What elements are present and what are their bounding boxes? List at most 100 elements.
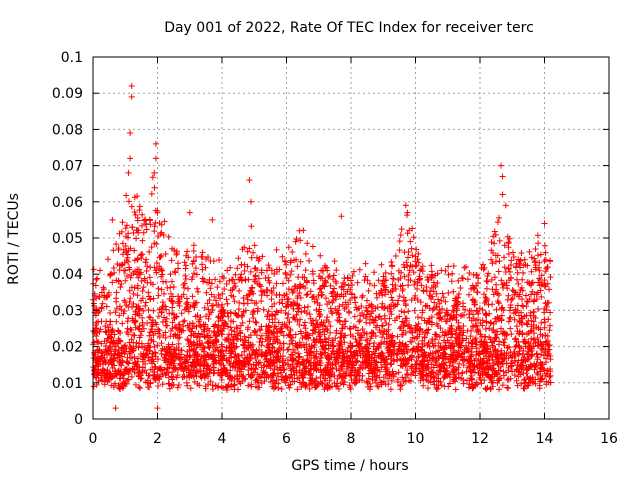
data-point: [394, 333, 401, 340]
data-point: [496, 237, 503, 244]
data-point: [117, 358, 124, 365]
data-point: [322, 295, 329, 302]
data-point: [501, 264, 508, 271]
data-point: [327, 361, 334, 368]
data-point: [415, 354, 422, 361]
data-point: [128, 373, 135, 380]
data-point: [181, 354, 188, 361]
data-point: [195, 288, 202, 295]
data-point: [220, 306, 227, 313]
data-point: [191, 270, 198, 277]
data-point: [173, 314, 180, 321]
data-point: [371, 354, 378, 361]
data-point: [419, 307, 426, 314]
data-point: [127, 348, 134, 355]
data-point: [409, 363, 416, 370]
data-point: [470, 296, 477, 303]
data-point: [151, 343, 158, 350]
data-point: [541, 258, 548, 265]
data-point: [168, 327, 175, 334]
data-point: [120, 246, 127, 253]
data-point: [281, 366, 288, 373]
data-point: [273, 333, 280, 340]
data-point: [516, 348, 523, 355]
data-point: [148, 326, 155, 333]
data-point: [349, 367, 356, 374]
data-point: [328, 308, 335, 315]
data-point: [481, 338, 488, 345]
data-point: [459, 275, 466, 282]
data-point: [448, 325, 455, 332]
data-point: [141, 217, 148, 224]
data-point: [326, 356, 333, 363]
data-point: [284, 314, 291, 321]
x-tick-label: 14: [536, 431, 554, 447]
data-point: [505, 376, 512, 383]
data-point: [291, 283, 298, 290]
data-point: [116, 303, 123, 310]
y-tick-label: 0.05: [52, 231, 83, 247]
data-point: [204, 339, 211, 346]
data-point: [316, 333, 323, 340]
data-point: [184, 248, 191, 255]
data-point: [535, 252, 542, 259]
data-point: [148, 244, 155, 251]
data-point: [307, 372, 314, 379]
data-point: [412, 361, 419, 368]
data-point: [300, 378, 307, 385]
data-point: [535, 338, 542, 345]
data-point: [263, 286, 270, 293]
data-point: [525, 317, 532, 324]
data-point: [142, 379, 149, 386]
data-point: [513, 323, 520, 330]
data-point: [283, 261, 290, 268]
data-point: [518, 380, 525, 387]
data-point: [346, 325, 353, 332]
data-point: [348, 348, 355, 355]
data-point: [428, 313, 435, 320]
data-point: [165, 380, 172, 387]
data-point: [352, 352, 359, 359]
data-point: [385, 321, 392, 328]
data-point: [166, 364, 173, 371]
data-point: [127, 245, 134, 252]
data-point: [375, 353, 382, 360]
data-point: [433, 386, 440, 393]
data-point: [248, 343, 255, 350]
data-point: [232, 271, 239, 278]
data-point: [535, 240, 542, 247]
data-point: [363, 337, 370, 344]
data-point: [506, 315, 513, 322]
data-point: [156, 263, 163, 270]
data-point: [179, 373, 186, 380]
data-point: [250, 314, 257, 321]
data-point: [369, 329, 376, 336]
data-point: [404, 367, 411, 374]
data-point: [140, 307, 147, 314]
data-point: [143, 346, 150, 353]
data-point: [520, 303, 527, 310]
data-point: [426, 343, 433, 350]
data-point: [182, 265, 189, 272]
data-point: [192, 313, 199, 320]
data-point: [216, 257, 223, 264]
data-point: [194, 351, 201, 358]
data-point: [245, 367, 252, 374]
data-point: [124, 254, 131, 261]
data-point: [453, 317, 460, 324]
data-point: [248, 374, 255, 381]
data-point: [289, 361, 296, 368]
data-point: [505, 367, 512, 374]
data-point: [488, 239, 495, 246]
data-point: [185, 285, 192, 292]
data-point: [459, 275, 466, 282]
data-point: [381, 356, 388, 363]
data-point: [345, 344, 352, 351]
data-point: [336, 340, 343, 347]
data-point: [532, 246, 539, 253]
data-point: [201, 304, 208, 311]
data-point: [543, 370, 550, 377]
data-point: [483, 371, 490, 378]
data-point: [422, 352, 429, 359]
